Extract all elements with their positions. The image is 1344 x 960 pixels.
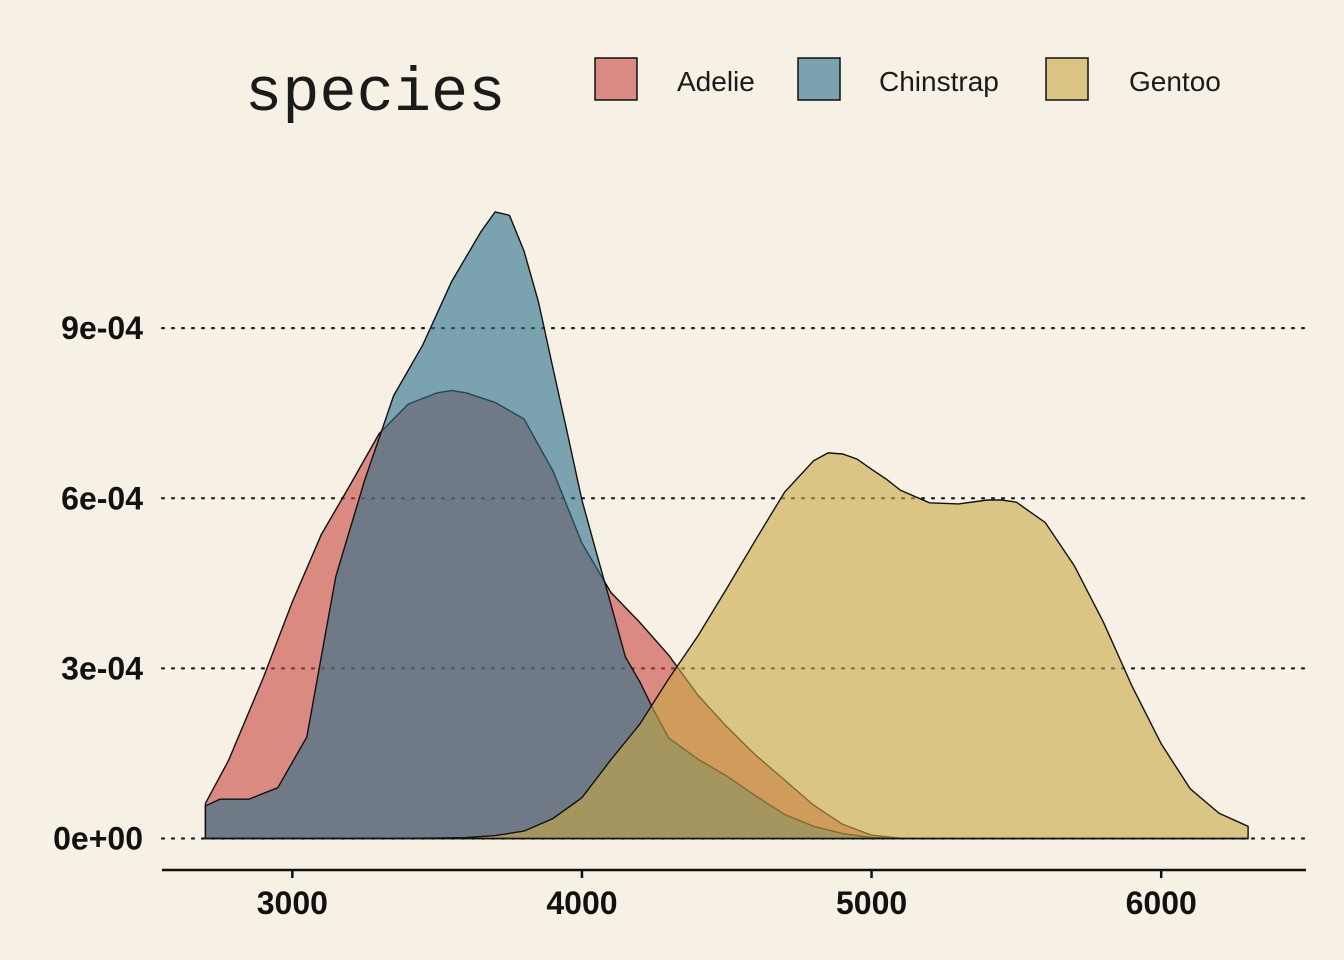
y-tick-label: 6e-04 (61, 480, 143, 516)
x-tick-label: 5000 (836, 885, 907, 921)
x-tick-label: 4000 (546, 885, 617, 921)
y-tick-label: 9e-04 (61, 310, 143, 346)
density-area-gentoo (205, 452, 1249, 840)
legend: species Adelie Chinstrap Gentoo (245, 57, 1221, 129)
legend-swatch-adelie (594, 57, 638, 101)
x-tick-label: 3000 (257, 885, 328, 921)
legend-label-adelie: Adelie (677, 66, 755, 97)
legend-title: species (245, 58, 505, 129)
density-series (204, 211, 1249, 840)
legend-label-gentoo: Gentoo (1129, 66, 1221, 97)
legend-swatch-gentoo (1045, 57, 1089, 101)
x-tick-label: 6000 (1126, 885, 1197, 921)
axes: 0e+00 3e-04 6e-04 9e-04 3000 4000 5000 6000 (53, 310, 1306, 921)
y-tick-label: 0e+00 (53, 821, 143, 857)
legend-swatch-chinstrap (797, 57, 841, 101)
y-tick-label: 3e-04 (61, 650, 143, 686)
legend-label-chinstrap: Chinstrap (879, 66, 999, 97)
